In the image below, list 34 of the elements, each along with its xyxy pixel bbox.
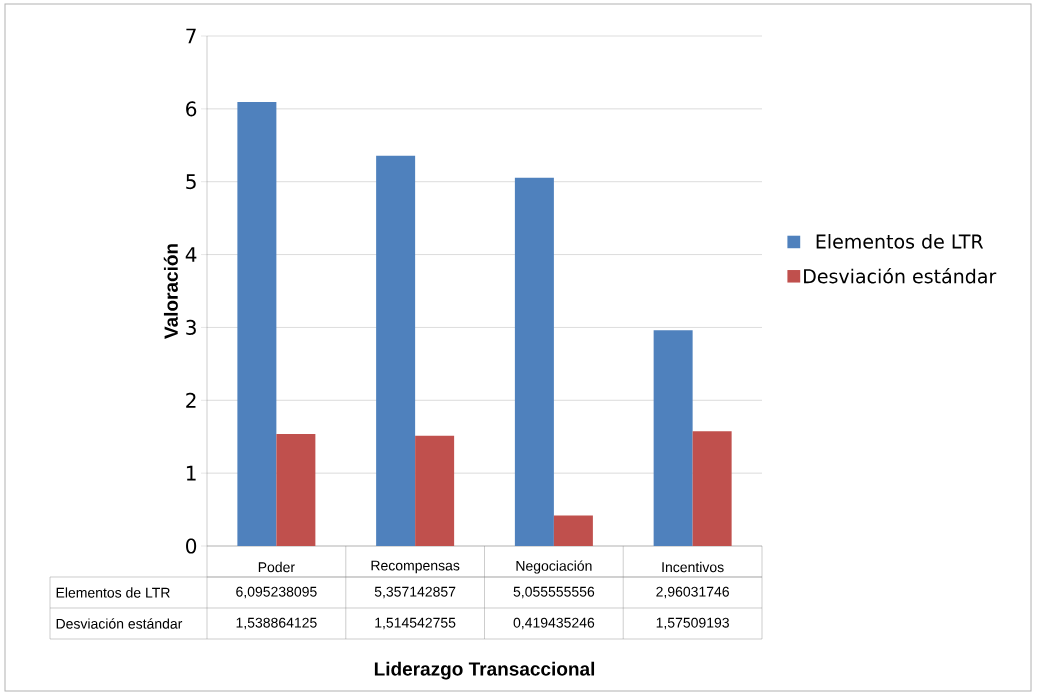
legend-label: Elementos de LTR bbox=[816, 234, 984, 249]
x-axis-title: Liderazgo Transaccional bbox=[374, 661, 595, 680]
text: Desviación estándar bbox=[56, 618, 183, 629]
y-axis-title: Valoración bbox=[163, 244, 178, 339]
y-tick-label: 5 bbox=[186, 174, 196, 190]
x-tick-label: Poder bbox=[258, 561, 295, 573]
data-label: 1,57509193 bbox=[656, 617, 729, 630]
y-tick-label: 2 bbox=[186, 392, 196, 408]
bar bbox=[653, 330, 693, 546]
bar bbox=[692, 431, 732, 546]
data-label: 5,055555556 bbox=[513, 586, 595, 599]
y-tick-label: 1 bbox=[186, 465, 196, 481]
data-label: 1,538864125 bbox=[236, 617, 317, 630]
bar bbox=[514, 177, 554, 546]
x-tick-label: Recompensas bbox=[371, 560, 460, 574]
data-label: 1,514542755 bbox=[375, 617, 456, 630]
bar bbox=[553, 515, 593, 546]
bar bbox=[415, 435, 455, 546]
data-label: 6,095238095 bbox=[236, 586, 317, 599]
bar bbox=[237, 101, 277, 546]
legend-label: Desviación estándar bbox=[804, 267, 997, 284]
data-label: 0,419435246 bbox=[513, 617, 595, 630]
y-tick-label: 0 bbox=[186, 538, 197, 554]
bar bbox=[376, 155, 416, 546]
text: Elementos de LTR bbox=[56, 587, 170, 598]
y-tick-label: 3 bbox=[186, 319, 196, 335]
x-tick-label: Negociación bbox=[516, 560, 592, 574]
x-tick-label: Incentivos bbox=[662, 561, 724, 573]
y-tick-label: 4 bbox=[185, 247, 197, 262]
y-tick-label: 6 bbox=[186, 101, 197, 117]
bar bbox=[276, 433, 316, 546]
data-label: 5,357142857 bbox=[374, 586, 456, 599]
y-tick-label: 7 bbox=[186, 28, 196, 44]
data-label: 2,96031746 bbox=[656, 586, 729, 599]
